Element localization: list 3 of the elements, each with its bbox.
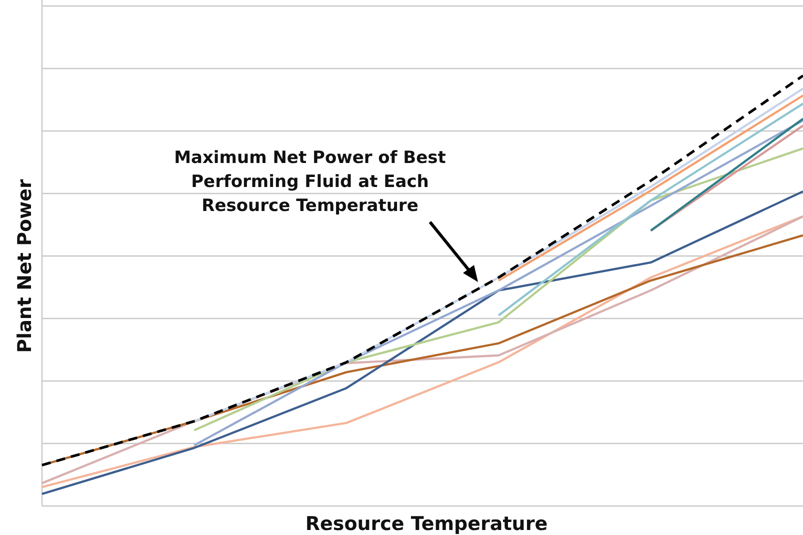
y-axis-title: Plant Net Power xyxy=(14,178,36,353)
annotation: Maximum Net Power of Best Performing Fluid at Each Resource Temperature xyxy=(174,148,446,216)
x-axis-title: Resource Temperature xyxy=(305,513,548,535)
